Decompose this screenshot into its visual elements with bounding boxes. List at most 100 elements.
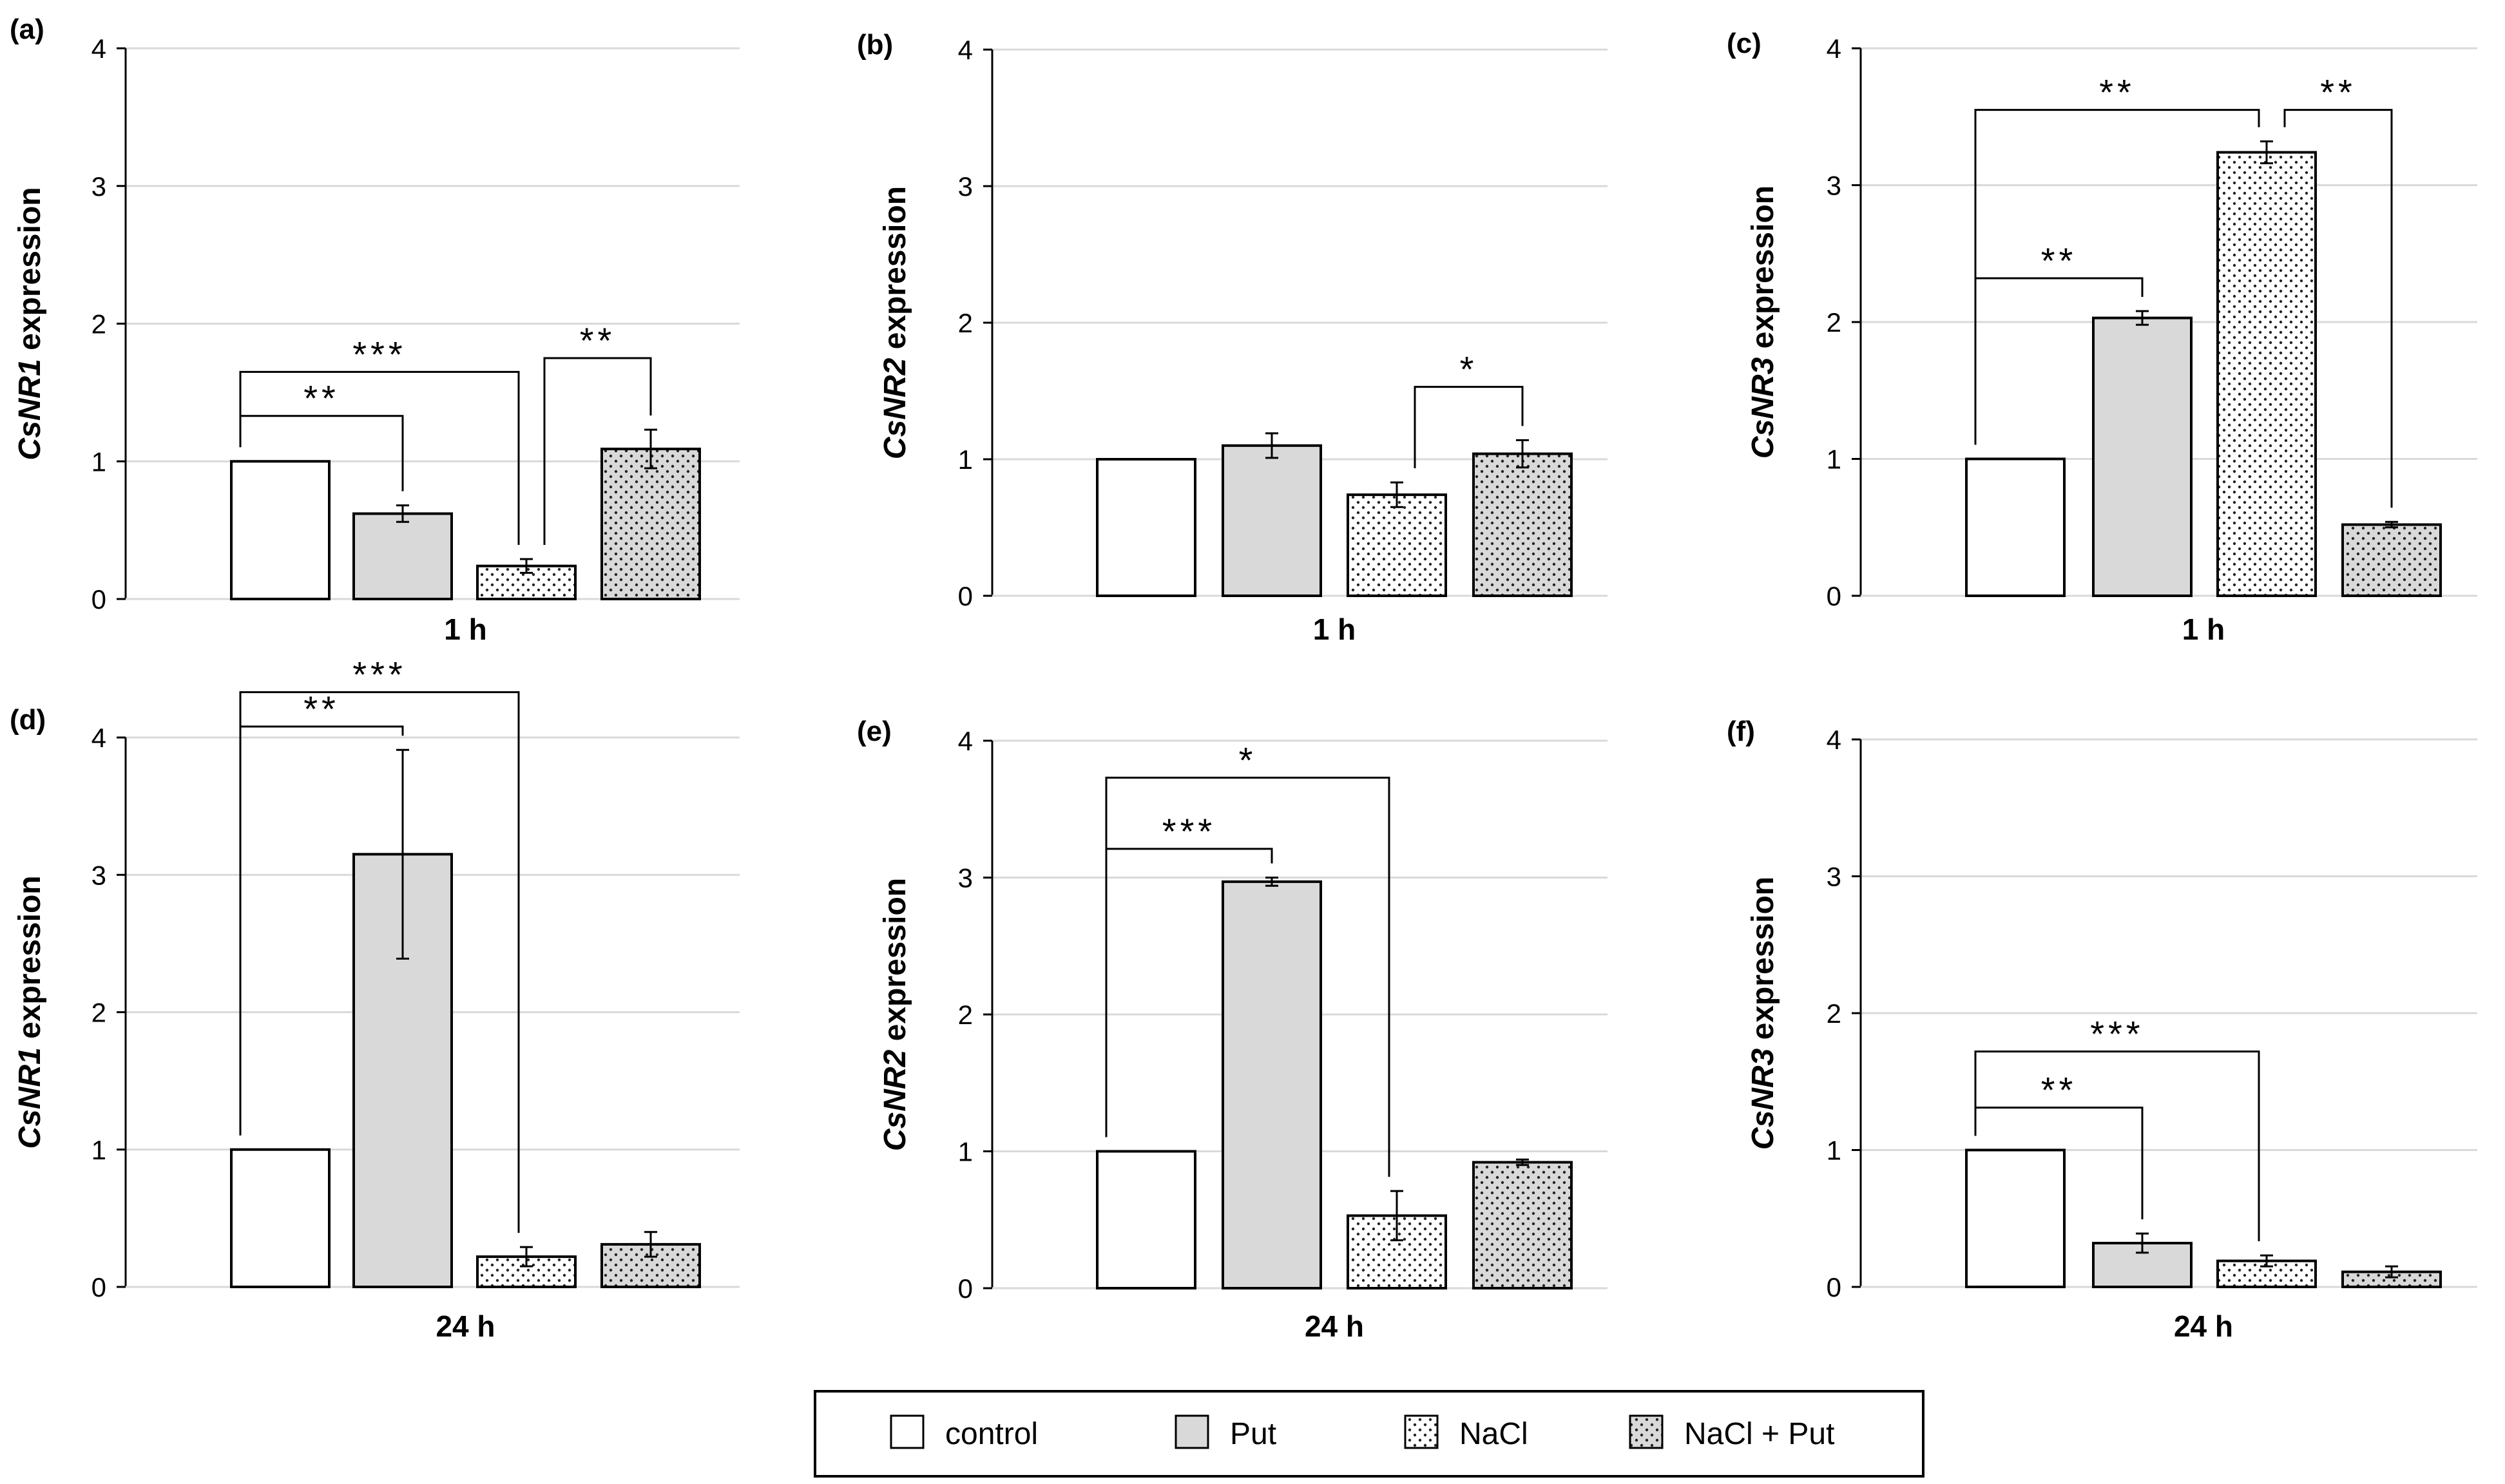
bar-nacl-put <box>1472 452 1573 598</box>
legend: control Put NaCl NaCl + Put <box>814 1390 1924 1478</box>
significance-bracket <box>1974 109 2260 445</box>
bar-nacl <box>476 564 577 601</box>
legend-box <box>814 1390 1924 1478</box>
bar-put <box>1222 444 1322 597</box>
y-tick-label: 0 <box>1827 1272 1841 1302</box>
bar-put <box>2092 316 2193 597</box>
panel-label: (c) <box>1727 28 1761 59</box>
y-tick-label: 0 <box>91 1272 106 1302</box>
significance-label: *** <box>352 654 406 695</box>
y-tick-label: 0 <box>958 581 973 611</box>
y-tick-label: 3 <box>91 171 106 202</box>
legend-swatch-0 <box>890 1414 925 1449</box>
x-axis-label: 1 h <box>1313 613 1356 646</box>
significance-label: ** <box>303 689 340 729</box>
legend-swatch-1 <box>1175 1414 1209 1449</box>
y-axis-title: CsNR2 expression <box>878 878 912 1151</box>
y-tick-label: 4 <box>91 723 106 753</box>
x-axis-label: 1 h <box>2182 613 2225 646</box>
y-tick-label: 0 <box>91 584 106 614</box>
y-tick-label: 2 <box>1827 998 1841 1029</box>
y-axis-suffix: expression <box>878 186 912 358</box>
gene-name: CsNR2 <box>878 357 912 459</box>
significance-label: ** <box>2041 240 2077 281</box>
bar-control <box>1965 457 2066 597</box>
y-tick-label: 1 <box>1827 1136 1841 1166</box>
bar-nacl-put <box>2341 523 2442 597</box>
y-axis-suffix: expression <box>13 875 47 1047</box>
y-tick-label: 4 <box>1827 725 1841 755</box>
legend-swatch-3 <box>1629 1414 1664 1449</box>
y-tick-label: 1 <box>91 1135 106 1165</box>
x-axis-label: 24 h <box>436 1309 495 1343</box>
significance-label: ** <box>303 378 340 419</box>
chart-panel-1: 0 1 2 3 4 * (b) CsNR2 expression 1 h <box>857 29 1608 646</box>
significance-label: ** <box>580 320 616 361</box>
significance-label: ** <box>2099 72 2135 113</box>
x-axis-label: 24 h <box>2174 1309 2233 1343</box>
y-tick-label: 3 <box>1827 862 1841 892</box>
y-tick-label: 2 <box>91 998 106 1028</box>
significance-label: *** <box>1162 811 1216 851</box>
gene-name: CsNR2 <box>878 1049 912 1151</box>
significance-label: ** <box>2041 1070 2077 1110</box>
bar-nacl-put <box>600 448 701 601</box>
significance-label: *** <box>352 334 406 374</box>
bar-nacl <box>2216 151 2317 597</box>
legend-label-2: NaCl <box>1459 1417 1528 1451</box>
legend-label-0: control <box>945 1417 1038 1451</box>
bar-put <box>1222 880 1322 1289</box>
y-tick-label: 4 <box>91 33 106 64</box>
y-axis-title: CsNR3 expression <box>1746 877 1780 1150</box>
y-axis-title: CsNR1 expression <box>13 875 47 1148</box>
y-axis-title: CsNR2 expression <box>878 186 912 459</box>
bar-control <box>1096 1150 1196 1289</box>
chart-panel-2: 0 1 2 3 4 ** ** ** (c) CsNR3 expression 1 h <box>1727 28 2477 646</box>
y-axis-title: CsNR1 expression <box>13 187 47 460</box>
significance-bracket <box>1105 776 1390 1177</box>
bar-nacl <box>1347 493 1447 597</box>
panel-label: (b) <box>857 29 893 61</box>
panel-label: (e) <box>857 716 892 747</box>
y-tick-label: 3 <box>1827 171 1841 201</box>
significance-bracket <box>1974 1051 2260 1242</box>
y-tick-label: 4 <box>1827 33 1841 64</box>
y-tick-label: 3 <box>91 860 106 890</box>
y-axis-title: CsNR3 expression <box>1746 186 1780 459</box>
y-tick-label: 4 <box>958 35 973 65</box>
y-tick-label: 1 <box>1827 444 1841 475</box>
gene-name: CsNR1 <box>13 1047 47 1148</box>
significance-label: *** <box>2090 1014 2144 1054</box>
y-tick-label: 1 <box>958 444 973 475</box>
gene-name: CsNR3 <box>1746 1048 1780 1150</box>
bar-control <box>230 460 331 600</box>
y-tick-label: 2 <box>1827 307 1841 338</box>
y-tick-label: 0 <box>1827 581 1841 611</box>
y-axis-suffix: expression <box>1746 877 1780 1049</box>
bar-nacl-put <box>1472 1161 1573 1289</box>
y-axis-suffix: expression <box>1746 186 1780 357</box>
gene-name: CsNR1 <box>13 359 47 460</box>
y-tick-label: 2 <box>958 308 973 338</box>
y-tick-label: 3 <box>958 171 973 202</box>
bar-control <box>1096 458 1196 597</box>
gene-name: CsNR3 <box>1746 357 1780 459</box>
x-axis-label: 24 h <box>1305 1309 1364 1343</box>
significance-bracket <box>239 691 520 1233</box>
y-tick-label: 1 <box>91 446 106 477</box>
y-axis-suffix: expression <box>13 187 47 359</box>
legend-swatch-2 <box>1404 1414 1439 1449</box>
panel-label: (a) <box>10 14 44 45</box>
significance-label: ** <box>2320 72 2356 113</box>
bar-control <box>1965 1148 2066 1288</box>
x-axis-label: 1 h <box>444 613 486 646</box>
panel-label: (f) <box>1727 716 1755 747</box>
significance-bracket <box>2283 109 2393 508</box>
bar-control <box>230 1148 331 1288</box>
y-tick-label: 2 <box>91 309 106 339</box>
bar-put <box>352 512 453 600</box>
